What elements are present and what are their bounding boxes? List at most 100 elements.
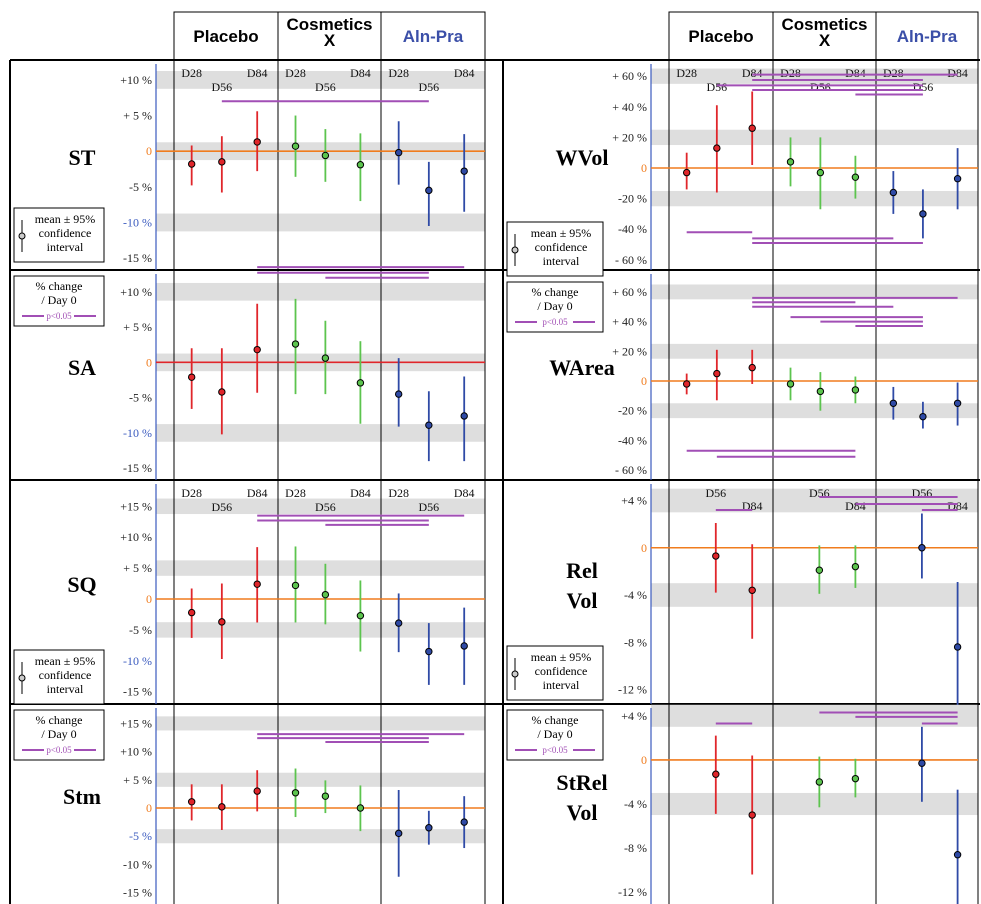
y-tick-label: + 5 % [123, 773, 152, 787]
legend-text: mean ± 95% [531, 650, 592, 664]
mean-point [425, 824, 433, 832]
day-label: D28 [780, 66, 801, 80]
y-tick-label: -10 % [123, 654, 152, 668]
day-label: D56 [315, 80, 336, 94]
mean-point [394, 390, 403, 398]
day-label: D56 [810, 80, 831, 94]
mean-point [253, 345, 261, 354]
grid-band [156, 282, 485, 301]
day-label: D28 [285, 486, 306, 500]
mean-point [918, 544, 926, 552]
day-label: D56 [212, 500, 233, 514]
y-tick-label: -5 % [129, 391, 152, 405]
grid-band [156, 213, 485, 232]
mean-point [816, 387, 825, 396]
y-tick-label: - 60 % [615, 253, 647, 267]
y-tick-label: + 20 % [612, 130, 647, 144]
day-label: D84 [947, 66, 968, 80]
y-tick-label: + 5 % [123, 320, 152, 334]
y-tick-label: + 40 % [612, 315, 647, 329]
grid-band [156, 424, 485, 442]
mean-point [425, 647, 433, 656]
y-tick-label: 0 [641, 541, 647, 555]
grid-band [156, 716, 485, 731]
mean-point [816, 168, 825, 177]
y-tick-label: 0 [641, 753, 647, 767]
grid-band [651, 704, 978, 727]
panel-title: SA [68, 355, 96, 380]
legend-sig-text: p<0.05 [542, 317, 568, 327]
y-tick-label: +10 % [120, 745, 152, 759]
mean-point [786, 380, 795, 388]
y-tick-label: - 60 % [615, 463, 647, 477]
day-label: D56 [212, 80, 233, 94]
grid-band [651, 190, 978, 207]
y-tick-label: -20 % [618, 404, 647, 418]
grid-band [651, 284, 978, 300]
mean-point [786, 158, 795, 166]
legend-mean-icon [18, 232, 26, 240]
mean-point [218, 158, 226, 166]
header-group-label: X [324, 31, 336, 50]
y-tick-label: +10 % [120, 73, 152, 87]
panel-title: StRel [556, 770, 607, 795]
mean-point [851, 774, 860, 783]
mean-point [815, 778, 824, 786]
header-group-label: Placebo [688, 27, 753, 46]
grid-band [651, 403, 978, 419]
legend-text: mean ± 95% [35, 212, 96, 226]
mean-point [682, 380, 691, 388]
grid-band [651, 343, 978, 359]
legend-box [506, 709, 604, 761]
panel-sa: +10 % + 5 % 0 -5 % -10 % -15 % SA % change/ Day… [13, 266, 486, 480]
y-tick-label: -8 % [624, 635, 647, 649]
header-group-label: Aln-Pra [403, 27, 464, 46]
mean-point [748, 363, 756, 372]
legend-box [506, 281, 604, 333]
y-tick-label: -4 % [624, 797, 647, 811]
y-tick-label: -15 % [123, 461, 152, 475]
mean-point [953, 851, 962, 859]
mean-point [851, 562, 860, 571]
y-tick-label: -10 % [123, 857, 152, 871]
mean-point [682, 168, 691, 177]
y-tick-label: -5 % [129, 180, 152, 194]
y-tick-label: +15 % [120, 716, 152, 730]
mean-point [460, 167, 468, 175]
y-tick-label: -5 % [129, 829, 152, 843]
mean-point [748, 124, 756, 132]
mean-point [356, 161, 365, 169]
panel-title: WArea [549, 355, 615, 380]
mean-point [425, 186, 433, 195]
y-tick-label: -15 % [123, 685, 152, 699]
day-label: D28 [388, 66, 409, 80]
mean-point [356, 804, 365, 812]
day-label: D28 [181, 486, 202, 500]
y-tick-label: -5 % [129, 623, 152, 637]
panel-title: Stm [63, 784, 101, 809]
mean-point [394, 619, 403, 627]
mean-point [394, 829, 403, 838]
mean-point [187, 373, 196, 381]
legend-text: confidence [535, 240, 588, 254]
mean-point [253, 787, 261, 795]
panel-stm: +15 % +10 % + 5 % 0 -5 % -10 % -15 % Stm % chang… [13, 704, 486, 904]
legend-box [13, 649, 105, 705]
panel-title: Vol [567, 800, 598, 825]
legend-box [13, 207, 105, 263]
panel-wvol: + 60 % + 40 % + 20 % 0 -20 % -40 % - 60 % D28 D5… [506, 60, 979, 277]
legend-box [13, 709, 105, 761]
legend-text: % change [36, 279, 83, 293]
y-tick-label: + 60 % [612, 285, 647, 299]
legend-box [506, 645, 604, 701]
legend-text: % change [532, 713, 579, 727]
legend-sig-text: p<0.05 [46, 745, 72, 755]
y-tick-label: +10 % [120, 285, 152, 299]
day-label: D84 [350, 486, 371, 500]
day-label: D28 [181, 66, 202, 80]
header-group-label: Aln-Pra [897, 27, 958, 46]
legend-text: interval [47, 240, 84, 254]
